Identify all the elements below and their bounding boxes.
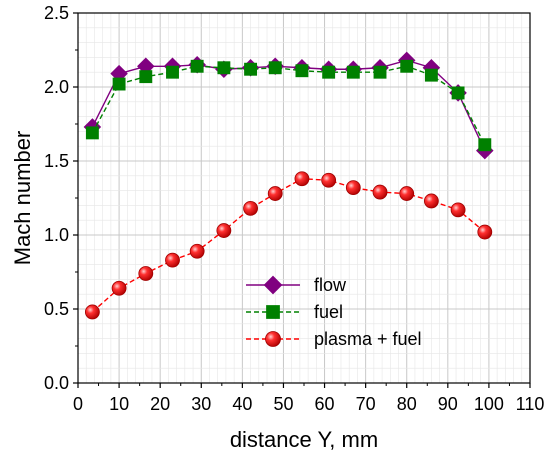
series-fuel (85, 59, 492, 152)
x-tick-label: 20 (150, 394, 170, 414)
data-point (189, 243, 205, 259)
tick-labels: 0 10 20 30 40 50 60 70 80 90 100 110 0.0 0.5 1.0 1.5 2.0… (44, 3, 544, 414)
y-axis-title: Mach number (10, 131, 35, 266)
data-point (165, 252, 180, 268)
legend-label: fuel (314, 302, 343, 322)
x-axis-title: distance Y, mm (230, 427, 378, 452)
x-tick-label: 10 (109, 394, 129, 414)
y-tick-label: 2.5 (44, 3, 69, 23)
x-tick-label: 90 (438, 394, 458, 414)
legend-item: flow (246, 275, 347, 295)
data-point (217, 61, 231, 75)
series-line (91, 178, 486, 313)
data-point (216, 223, 232, 238)
data-point (346, 65, 360, 79)
legend-item: fuel (246, 302, 343, 322)
legend-item: plasma + fuel (246, 329, 422, 349)
data-point (373, 65, 387, 79)
y-tick-label: 2.0 (44, 77, 69, 97)
series-line (91, 59, 486, 151)
data-point (268, 61, 282, 75)
data-point (139, 70, 153, 84)
data-point (263, 275, 283, 295)
data-point (190, 59, 204, 73)
data-point (112, 77, 126, 91)
data-point (243, 200, 258, 216)
data-point (477, 224, 493, 240)
x-tick-label: 50 (273, 394, 293, 414)
x-tick-label: 80 (397, 394, 417, 414)
data-point (321, 172, 337, 188)
data-point (265, 331, 281, 347)
series-layer (83, 51, 494, 320)
series-plasma-fuel (84, 171, 493, 320)
data-point (400, 59, 414, 73)
series-line (91, 65, 486, 146)
data-point (372, 184, 388, 200)
data-point (451, 86, 465, 100)
data-point (450, 202, 466, 218)
data-point (295, 64, 309, 78)
y-tick-label: 1.5 (44, 151, 69, 171)
data-point (244, 62, 258, 76)
data-point (294, 171, 310, 187)
data-point (166, 65, 179, 79)
data-point (322, 65, 336, 79)
data-point (84, 304, 100, 320)
data-point (267, 186, 283, 201)
legend-label: flow (314, 275, 347, 295)
data-point (85, 126, 99, 140)
data-point (424, 68, 438, 82)
axis-ticks (73, 12, 531, 388)
y-tick-label: 0.5 (44, 299, 69, 319)
data-point (423, 193, 439, 209)
data-point (111, 280, 127, 296)
x-tick-label: 70 (356, 394, 376, 414)
y-tick-label: 0.0 (44, 373, 69, 393)
x-tick-label: 30 (191, 394, 211, 414)
y-tick-label: 1.0 (44, 225, 69, 245)
x-tick-label: 110 (516, 394, 545, 414)
data-point (399, 186, 415, 201)
x-tick-label: 40 (232, 394, 252, 414)
x-tick-label: 60 (315, 394, 335, 414)
legend: flow fuel plasma + fuel (246, 275, 422, 349)
x-tick-label: 0 (73, 394, 83, 414)
x-tick-label: 100 (474, 394, 504, 414)
data-point (266, 305, 280, 319)
data-point (345, 180, 361, 196)
legend-label: plasma + fuel (314, 329, 422, 349)
data-point (138, 266, 154, 281)
data-point (478, 138, 492, 152)
